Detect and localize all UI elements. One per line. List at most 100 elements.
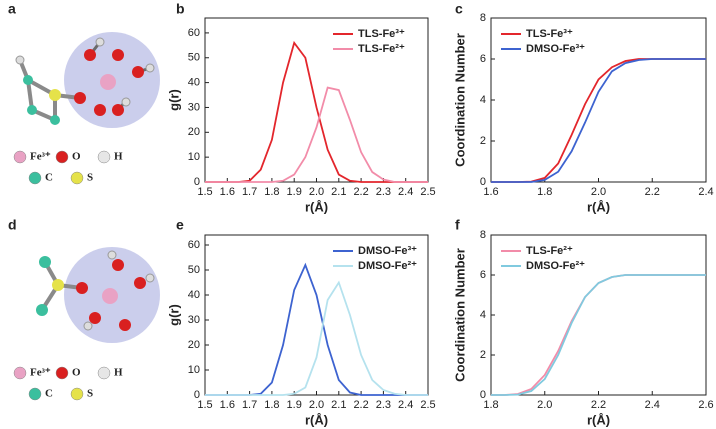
x-tick-label: 2.4	[398, 399, 413, 411]
molecule-a	[15, 32, 160, 128]
y-tick-label: 10	[188, 151, 200, 163]
series-line	[491, 58, 706, 183]
legend-ball	[55, 150, 69, 164]
x-tick-label: 2.3	[376, 399, 391, 411]
x-tick-label: 1.6	[220, 399, 235, 411]
legend-ball	[28, 387, 42, 401]
legend-label: C	[45, 172, 53, 184]
panel-label: f	[455, 217, 460, 233]
legend-label: S	[87, 388, 93, 400]
x-tick-label: 1.7	[242, 186, 257, 198]
x-tick-label: 2.6	[698, 399, 713, 411]
legend-label: TLS-Fe²⁺	[526, 245, 573, 257]
y-tick-label: 20	[188, 126, 200, 138]
y-tick-label: 0	[194, 176, 200, 188]
x-axis-title: r(Å)	[587, 412, 610, 427]
legend-label: O	[72, 367, 81, 379]
x-tick-label: 2.0	[309, 186, 324, 198]
y-tick-label: 60	[188, 27, 200, 39]
legend-ball	[28, 171, 42, 185]
series-line	[205, 280, 428, 396]
y-tick-label: 2	[480, 349, 486, 361]
y-tick-label: 10	[188, 364, 200, 376]
y-tick-label: 8	[480, 229, 486, 241]
x-tick-label: 1.8	[264, 399, 279, 411]
series-line	[491, 274, 706, 396]
x-tick-label: 2.0	[591, 186, 606, 198]
x-tick-label: 1.6	[220, 186, 235, 198]
x-tick-label: 2.2	[353, 399, 368, 411]
series-line	[205, 262, 428, 396]
x-tick-label: 2.0	[309, 399, 324, 411]
x-tick-label: 1.8	[537, 186, 552, 198]
y-tick-label: 40	[188, 77, 200, 89]
molecule-d	[36, 247, 160, 343]
y-axis-title: Coordination Number	[452, 248, 467, 382]
legend-label: DMSO-Fe³⁺	[526, 43, 585, 55]
legend-ball	[70, 387, 84, 401]
panel-label: c	[455, 1, 463, 17]
x-axis-title: r(Å)	[587, 199, 610, 214]
legend-ball	[97, 366, 111, 380]
legend-label: DMSO-Fe²⁺	[526, 260, 585, 272]
y-tick-label: 4	[480, 94, 486, 106]
y-tick-label: 0	[194, 389, 200, 401]
x-axis-title: r(Å)	[305, 412, 328, 427]
legend-label: Fe³⁺	[30, 151, 51, 163]
y-tick-label: 60	[188, 239, 200, 251]
y-tick-label: 30	[188, 314, 200, 326]
x-axis-title: r(Å)	[305, 199, 328, 214]
legend-ball	[55, 366, 69, 380]
y-tick-label: 4	[480, 309, 486, 321]
series-line	[205, 86, 428, 183]
panel-label: b	[176, 1, 185, 17]
x-tick-label: 2.4	[645, 399, 660, 411]
x-tick-label: 2.2	[645, 186, 660, 198]
y-tick-label: 0	[480, 389, 486, 401]
y-axis-title: g(r)	[166, 89, 181, 111]
legend-label: H	[114, 151, 123, 163]
x-tick-label: 2.3	[376, 186, 391, 198]
legend-label: C	[45, 388, 53, 400]
legend-ball	[13, 150, 27, 164]
series-line	[205, 40, 428, 183]
x-tick-label: 1.9	[287, 186, 302, 198]
x-tick-label: 2.5	[420, 186, 435, 198]
y-tick-label: 6	[480, 53, 486, 65]
y-tick-label: 50	[188, 52, 200, 64]
legend-label: O	[72, 151, 81, 163]
legend-label: Fe³⁺	[30, 367, 51, 379]
y-axis-title: Coordination Number	[452, 33, 467, 167]
legend-label: DMSO-Fe²⁺	[358, 260, 417, 272]
y-axis-title: g(r)	[166, 304, 181, 326]
plot-frame	[490, 17, 707, 183]
x-tick-label: 2.4	[698, 186, 713, 198]
x-tick-label: 1.5	[197, 186, 212, 198]
x-tick-label: 1.8	[483, 399, 498, 411]
x-tick-label: 2.0	[537, 399, 552, 411]
x-tick-label: 1.6	[483, 186, 498, 198]
panel-label: a	[8, 1, 16, 17]
y-tick-label: 2	[480, 135, 486, 147]
legend-ball	[13, 366, 27, 380]
legend-label: DMSO-Fe³⁺	[358, 245, 417, 257]
legend-label: H	[114, 367, 123, 379]
series-line	[491, 58, 706, 183]
x-tick-label: 2.5	[420, 399, 435, 411]
y-tick-label: 8	[480, 12, 486, 24]
legend-ball	[97, 150, 111, 164]
panel-label: d	[8, 217, 17, 233]
legend-ball	[70, 171, 84, 185]
legend-label: TLS-Fe³⁺	[526, 28, 573, 40]
x-tick-label: 1.5	[197, 399, 212, 411]
x-tick-label: 1.8	[264, 186, 279, 198]
x-tick-label: 2.2	[591, 399, 606, 411]
y-tick-label: 30	[188, 101, 200, 113]
legend-label: S	[87, 172, 93, 184]
x-tick-label: 1.7	[242, 399, 257, 411]
series-line	[491, 274, 706, 396]
x-tick-label: 2.1	[331, 399, 346, 411]
x-tick-label: 1.9	[287, 399, 302, 411]
